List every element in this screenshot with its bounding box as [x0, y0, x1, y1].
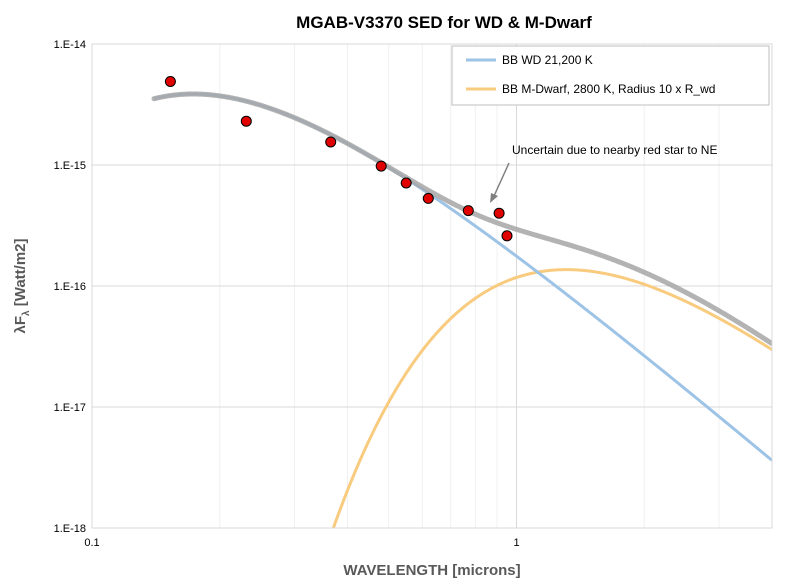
- y-tick-label: 1.E-15: [54, 160, 86, 172]
- series-lines: [151, 91, 772, 528]
- annotation-text: Uncertain due to nearby red star to NE: [512, 143, 717, 157]
- chart-title: MGAB-V3370 SED for WD & M-Dwarf: [296, 13, 592, 32]
- legend-label-mdwarf: BB M-Dwarf, 2800 K, Radius 10 x R_wd: [502, 82, 715, 96]
- y-axis-title-main: λF: [12, 316, 29, 334]
- annotation: Uncertain due to nearby red star to NE: [490, 143, 717, 203]
- plot-area: [91, 43, 773, 529]
- y-axis-title-rest: [Watt/m2]: [12, 238, 29, 310]
- data-point: [462, 205, 474, 217]
- series-line-mdwarf: [331, 268, 772, 528]
- annotation-arrow-head: [490, 193, 498, 203]
- data-point: [501, 230, 513, 242]
- y-axis-title-subscript: λ: [21, 310, 32, 316]
- legend: BB WD 21,200 K BB M-Dwarf, 2800 K, Radiu…: [451, 45, 770, 106]
- y-tick-label: 1.E-17: [54, 402, 86, 414]
- plot-border: [91, 43, 773, 529]
- data-point: [375, 160, 387, 172]
- data-points: [164, 76, 513, 242]
- x-tick-labels: 0.1 1: [84, 537, 519, 549]
- y-axis-title: λFλ [Watt/m2]: [12, 238, 32, 333]
- x-tick-label: 0.1: [84, 537, 99, 549]
- legend-box: [451, 45, 770, 106]
- y-tick-label: 1.E-14: [54, 39, 86, 51]
- data-point: [422, 192, 434, 204]
- y-tick-label: 1.E-16: [54, 281, 86, 293]
- y-tick-labels: 1.E-18 1.E-17 1.E-16 1.E-15 1.E-14: [54, 39, 86, 535]
- data-point: [325, 136, 337, 148]
- series-line-combined: [151, 91, 772, 347]
- data-point: [493, 207, 505, 219]
- data-point: [240, 115, 252, 127]
- y-tick-label: 1.E-18: [54, 523, 86, 535]
- legend-label-wd: BB WD 21,200 K: [502, 53, 593, 67]
- data-point: [400, 177, 412, 189]
- data-point: [164, 76, 176, 87]
- x-tick-label: 1: [513, 537, 519, 549]
- annotation-arrow-line: [493, 162, 510, 197]
- x-axis-title: WAVELENGTH [microns]: [343, 562, 520, 579]
